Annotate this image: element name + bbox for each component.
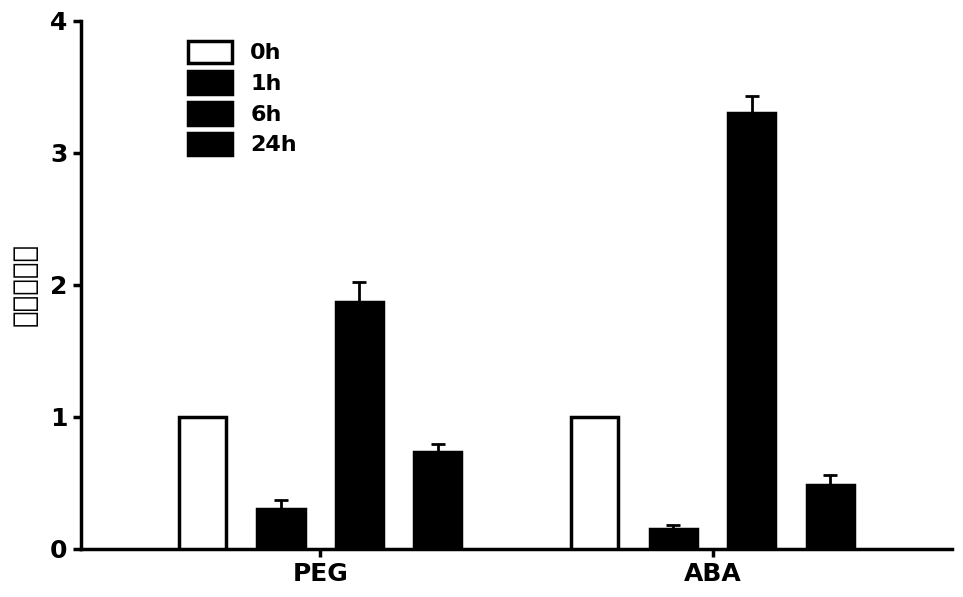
Legend: 0h, 1h, 6h, 24h: 0h, 1h, 6h, 24h	[179, 32, 305, 164]
Bar	[650, 529, 697, 549]
Y-axis label: 相对表达量: 相对表达量	[12, 243, 39, 326]
Bar	[257, 509, 304, 549]
Bar	[414, 453, 461, 549]
Bar	[807, 485, 854, 549]
Bar	[571, 417, 618, 549]
Bar	[179, 417, 226, 549]
Bar	[728, 113, 775, 549]
Bar	[336, 302, 383, 549]
